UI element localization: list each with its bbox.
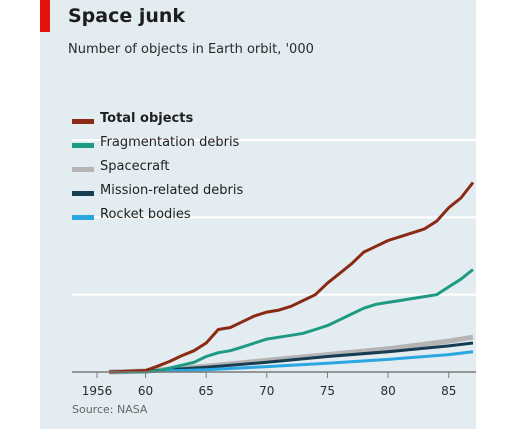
series-line-fragmentation-debris	[109, 268, 474, 374]
brand-tag	[40, 0, 50, 32]
x-tick-label: 60	[138, 384, 153, 398]
legend-swatch	[72, 143, 94, 148]
x-tick-label: 75	[320, 384, 335, 398]
gridlines	[72, 139, 476, 296]
x-tick-label: 65	[199, 384, 214, 398]
source-note: Source: NASA	[72, 403, 148, 416]
legend-swatch	[72, 119, 94, 124]
legend-swatch	[72, 191, 94, 196]
x-tick-label: 80	[380, 384, 395, 398]
x-axis: 1956 60 65 70 75 80 85	[72, 371, 476, 398]
legend-swatch	[72, 215, 94, 220]
legend-label: Rocket bodies	[100, 207, 191, 222]
series-line-total-objects	[109, 181, 475, 374]
legend-label: Fragmentation debris	[100, 135, 240, 150]
chart-subtitle: Number of objects in Earth orbit, '000	[68, 42, 314, 57]
x-tick-label: 1956	[82, 384, 113, 398]
chart-title: Space junk	[68, 5, 186, 27]
legend-label: Spacecraft	[100, 159, 170, 174]
x-tick-label: 70	[259, 384, 274, 398]
legend-label: Mission-related debris	[100, 183, 244, 198]
legend-swatch	[72, 167, 94, 172]
x-tick-label: 85	[441, 384, 456, 398]
legend-label: Total objects	[100, 111, 194, 126]
